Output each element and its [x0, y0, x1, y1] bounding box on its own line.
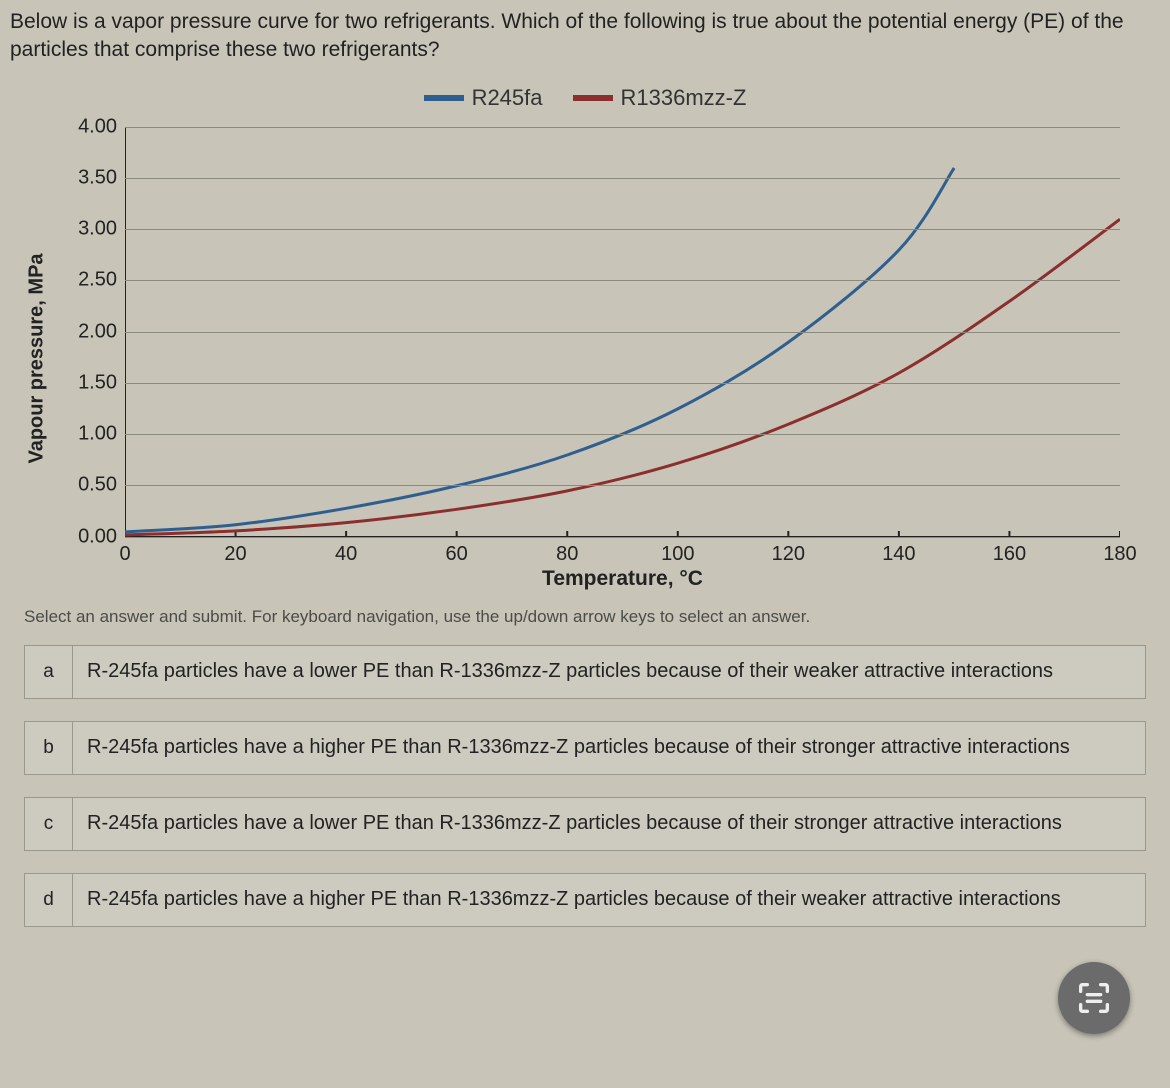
option-text: R-245fa particles have a higher PE than …: [73, 874, 1145, 926]
quiz-page: Below is a vapor pressure curve for two …: [0, 0, 1170, 1088]
y-tick-label: 1.00: [78, 423, 117, 446]
y-tick-label: 3.00: [78, 218, 117, 241]
legend-item-0: R245fa: [424, 85, 543, 111]
option-c[interactable]: c R-245fa particles have a lower PE than…: [24, 797, 1146, 851]
option-letter: a: [25, 646, 73, 698]
series-R1336mzz-Z: [125, 219, 1120, 535]
legend-item-1: R1336mzz-Z: [573, 85, 747, 111]
legend-swatch-1: [573, 95, 613, 101]
chart-legend: R245fa R1336mzz-Z: [30, 85, 1140, 111]
option-text: R-245fa particles have a higher PE than …: [73, 722, 1145, 774]
x-tick-label: 20: [224, 543, 246, 566]
option-letter: c: [25, 798, 73, 850]
question-text: Below is a vapor pressure curve for two …: [10, 8, 1160, 65]
gridline: [125, 383, 1120, 384]
chart-container: R245fa R1336mzz-Z Vapour pressure, MPa T…: [30, 85, 1140, 577]
x-axis-label: Temperature, °C: [542, 567, 703, 591]
option-text: R-245fa particles have a lower PE than R…: [73, 798, 1145, 850]
gridline: [125, 332, 1120, 333]
legend-label-1: R1336mzz-Z: [621, 85, 747, 111]
gridline: [125, 485, 1120, 486]
capture-button[interactable]: [1058, 962, 1130, 1034]
x-tick-label: 100: [661, 543, 694, 566]
x-tick-label: 160: [993, 543, 1026, 566]
legend-swatch-0: [424, 95, 464, 101]
gridline: [125, 280, 1120, 281]
x-tick-label: 180: [1103, 543, 1136, 566]
y-tick-label: 2.00: [78, 320, 117, 343]
y-tick-label: 2.50: [78, 269, 117, 292]
option-letter: d: [25, 874, 73, 926]
plot-region: Temperature, °C 0.000.501.001.502.002.50…: [125, 127, 1120, 537]
x-tick-label: 80: [556, 543, 578, 566]
y-tick-label: 0.50: [78, 474, 117, 497]
y-tick-label: 4.00: [78, 115, 117, 138]
option-text: R-245fa particles have a lower PE than R…: [73, 646, 1145, 698]
x-tick-label: 120: [772, 543, 805, 566]
gridline: [125, 127, 1120, 128]
chart-area: Vapour pressure, MPa Temperature, °C 0.0…: [45, 117, 1140, 577]
answer-options: a R-245fa particles have a lower PE than…: [10, 645, 1160, 927]
gridline: [125, 434, 1120, 435]
x-tick-label: 140: [882, 543, 915, 566]
series-R245fa: [125, 168, 954, 532]
y-tick-label: 1.50: [78, 371, 117, 394]
legend-label-0: R245fa: [472, 85, 543, 111]
gridline: [125, 178, 1120, 179]
capture-icon: [1074, 978, 1114, 1018]
x-tick-label: 0: [119, 543, 130, 566]
gridline: [125, 537, 1120, 538]
option-d[interactable]: d R-245fa particles have a higher PE tha…: [24, 873, 1146, 927]
x-tick-label: 60: [446, 543, 468, 566]
y-tick-label: 0.00: [78, 525, 117, 548]
x-tick-label: 40: [335, 543, 357, 566]
y-tick-label: 3.50: [78, 166, 117, 189]
option-a[interactable]: a R-245fa particles have a lower PE than…: [24, 645, 1146, 699]
y-axis-label: Vapour pressure, MPa: [26, 253, 49, 463]
option-b[interactable]: b R-245fa particles have a higher PE tha…: [24, 721, 1146, 775]
gridline: [125, 229, 1120, 230]
instruction-text: Select an answer and submit. For keyboar…: [24, 607, 1160, 627]
option-letter: b: [25, 722, 73, 774]
